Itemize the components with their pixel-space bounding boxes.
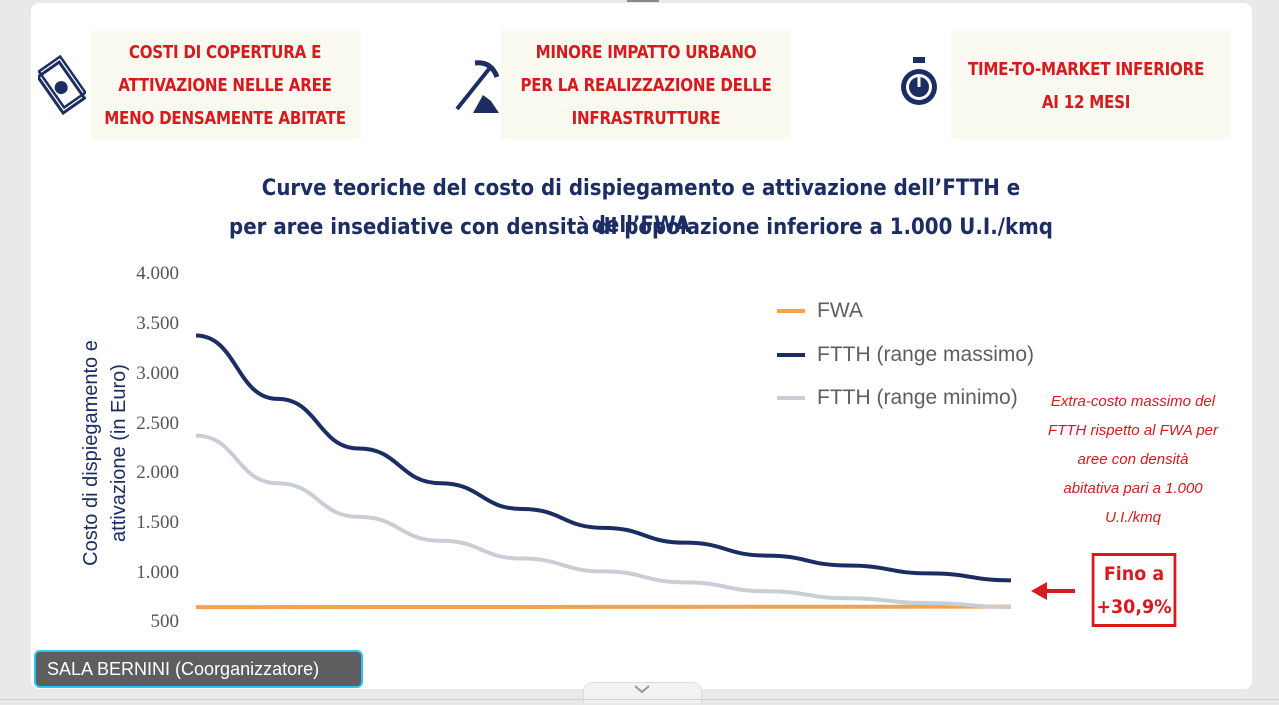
y-tick-2500: 2.500 — [136, 413, 179, 434]
y-tick-1000: 1.000 — [136, 562, 179, 583]
banner-urban-impact-text: MINORE IMPATTO URBANO PER LA REALIZZAZIO… — [520, 42, 772, 129]
chevron-down-icon[interactable] — [633, 684, 651, 694]
legend-label-ftth-max: FTTH (range massimo) — [817, 343, 1035, 366]
y-tick-3500: 3.500 — [136, 313, 179, 334]
legend-label-ftth-min: FTTH (range minimo) — [817, 386, 1018, 409]
percentage-callout: Fino a +30,9% — [1091, 553, 1177, 627]
arrow-left-icon — [1031, 582, 1075, 600]
chart-plot-area — [195, 333, 1012, 610]
y-tick-4000: 4.000 — [136, 263, 179, 284]
legend-swatch-ftth-min — [777, 396, 805, 400]
top-notch — [627, 0, 659, 2]
extra-cost-annotation: Extra-costo massimo del FTTH rispetto al… — [1047, 393, 1219, 526]
y-tick-3000: 3.000 — [136, 363, 179, 384]
legend-item-fwa: FWA — [777, 299, 863, 323]
banner-time-to-market — [951, 31, 1231, 139]
y-tick-2000: 2.000 — [136, 462, 179, 483]
stopwatch-icon — [901, 57, 937, 105]
presenter-name-badge: SALA BERNINI (Coorganizzatore) — [34, 650, 363, 688]
banner-coverage-costs-text: COSTI DI COPERTURA E ATTIVAZIONE NELLE A… — [104, 42, 346, 129]
legend-swatch-fwa — [777, 309, 805, 313]
legend-swatch-ftth-max — [777, 353, 805, 357]
banner-time-to-market-text: TIME-TO-MARKET INFERIORE AI 12 MESI — [967, 59, 1205, 113]
bottom-divider — [0, 699, 1279, 700]
series-line-ftth-min — [195, 433, 1012, 610]
y-tick-500: 500 — [150, 611, 180, 632]
banner-urban-impact — [501, 31, 791, 139]
legend-item-ftth-max: FTTH (range massimo) — [777, 343, 1034, 367]
chart-title: Curve teoriche del costo di dispiegament… — [261, 176, 1021, 238]
chart-subtitle: per aree insediative con densità di popo… — [229, 215, 1053, 240]
money-icon — [38, 55, 86, 116]
legend-label-fwa: FWA — [817, 299, 863, 322]
y-tick-1500: 1.500 — [136, 512, 179, 533]
pickaxe-icon — [455, 60, 500, 113]
legend-item-ftth-min: FTTH (range minimo) — [777, 386, 1018, 410]
banner-coverage-costs — [91, 31, 361, 139]
series-line-ftth-max — [195, 333, 1012, 583]
shared-slide: COSTI DI COPERTURA E ATTIVAZIONE NELLE A… — [31, 3, 1252, 689]
